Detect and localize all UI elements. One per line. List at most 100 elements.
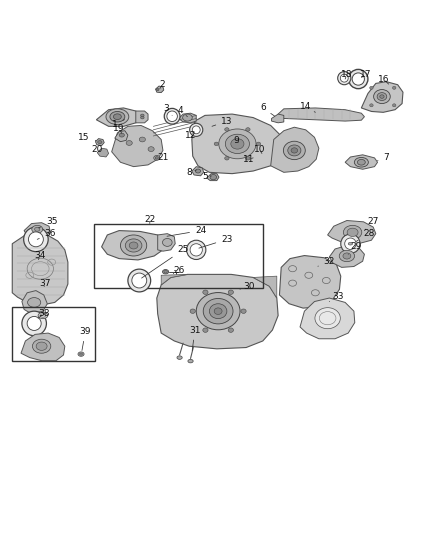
Ellipse shape	[203, 298, 233, 324]
Ellipse shape	[225, 128, 229, 131]
Ellipse shape	[228, 328, 233, 333]
Text: 28: 28	[356, 229, 374, 241]
Ellipse shape	[196, 293, 240, 330]
Ellipse shape	[139, 137, 145, 142]
Polygon shape	[179, 113, 196, 123]
Polygon shape	[115, 131, 128, 142]
Polygon shape	[192, 114, 283, 174]
Ellipse shape	[377, 93, 387, 101]
Ellipse shape	[162, 270, 169, 274]
Text: 6: 6	[260, 103, 275, 116]
Ellipse shape	[374, 90, 390, 103]
Text: 7: 7	[378, 154, 389, 163]
Polygon shape	[158, 233, 175, 251]
Text: 36: 36	[37, 229, 56, 239]
Ellipse shape	[315, 308, 340, 329]
Ellipse shape	[283, 141, 305, 159]
Text: 29: 29	[348, 243, 361, 254]
Ellipse shape	[192, 126, 200, 134]
Polygon shape	[271, 127, 319, 172]
Ellipse shape	[190, 309, 195, 313]
Text: 19: 19	[113, 124, 125, 133]
Polygon shape	[161, 274, 187, 285]
Text: 21: 21	[157, 154, 169, 163]
Ellipse shape	[343, 253, 351, 259]
Ellipse shape	[156, 88, 159, 91]
Ellipse shape	[36, 342, 47, 350]
Polygon shape	[253, 276, 277, 298]
Polygon shape	[157, 274, 278, 349]
Polygon shape	[328, 221, 376, 244]
Ellipse shape	[357, 159, 365, 165]
Ellipse shape	[188, 359, 193, 363]
Ellipse shape	[190, 244, 202, 256]
Polygon shape	[279, 255, 341, 308]
Ellipse shape	[148, 147, 154, 151]
Polygon shape	[300, 298, 355, 339]
Ellipse shape	[35, 227, 40, 231]
Ellipse shape	[120, 235, 147, 256]
Text: 35: 35	[39, 217, 57, 228]
Text: 38: 38	[38, 309, 49, 318]
Ellipse shape	[28, 232, 43, 247]
Ellipse shape	[155, 157, 158, 159]
Ellipse shape	[392, 104, 396, 107]
Ellipse shape	[392, 86, 396, 90]
Polygon shape	[192, 167, 204, 176]
Text: 31: 31	[189, 326, 201, 351]
Ellipse shape	[78, 352, 84, 356]
Polygon shape	[24, 223, 50, 237]
Polygon shape	[155, 86, 164, 93]
Ellipse shape	[241, 309, 246, 313]
Ellipse shape	[141, 116, 144, 119]
Polygon shape	[345, 155, 378, 169]
Ellipse shape	[183, 114, 192, 121]
Ellipse shape	[246, 128, 250, 131]
Ellipse shape	[339, 251, 355, 262]
Ellipse shape	[343, 225, 362, 239]
Text: 27: 27	[364, 217, 379, 231]
Bar	[12, 307, 95, 361]
Ellipse shape	[24, 227, 48, 252]
Ellipse shape	[141, 114, 144, 117]
Polygon shape	[272, 114, 284, 123]
Ellipse shape	[349, 69, 368, 88]
Polygon shape	[12, 232, 68, 305]
Text: 17: 17	[360, 70, 371, 79]
Polygon shape	[21, 333, 65, 361]
Ellipse shape	[106, 109, 129, 125]
Ellipse shape	[38, 312, 48, 319]
Ellipse shape	[187, 240, 206, 260]
Ellipse shape	[164, 108, 180, 124]
Ellipse shape	[380, 95, 384, 98]
Ellipse shape	[132, 273, 147, 288]
Ellipse shape	[28, 297, 41, 307]
Ellipse shape	[177, 356, 182, 359]
Text: 33: 33	[329, 292, 344, 302]
Ellipse shape	[338, 71, 351, 85]
Ellipse shape	[340, 74, 348, 82]
Ellipse shape	[125, 239, 142, 252]
Ellipse shape	[129, 242, 138, 249]
Text: 12: 12	[185, 131, 196, 140]
Ellipse shape	[214, 308, 222, 314]
Polygon shape	[329, 246, 364, 268]
Ellipse shape	[288, 145, 301, 156]
Text: 26: 26	[173, 265, 184, 274]
Text: 13: 13	[212, 117, 233, 126]
Ellipse shape	[347, 228, 358, 237]
Polygon shape	[22, 290, 47, 314]
Ellipse shape	[167, 111, 177, 122]
Ellipse shape	[246, 157, 250, 160]
Ellipse shape	[22, 311, 46, 336]
Ellipse shape	[27, 317, 41, 330]
Polygon shape	[361, 82, 403, 112]
Ellipse shape	[354, 157, 368, 167]
Ellipse shape	[190, 123, 203, 136]
Text: 22: 22	[144, 215, 155, 224]
Text: 24: 24	[167, 226, 206, 236]
Text: 34: 34	[35, 251, 46, 260]
Text: 4: 4	[178, 106, 187, 117]
Ellipse shape	[352, 73, 364, 85]
Text: 14: 14	[300, 102, 315, 112]
